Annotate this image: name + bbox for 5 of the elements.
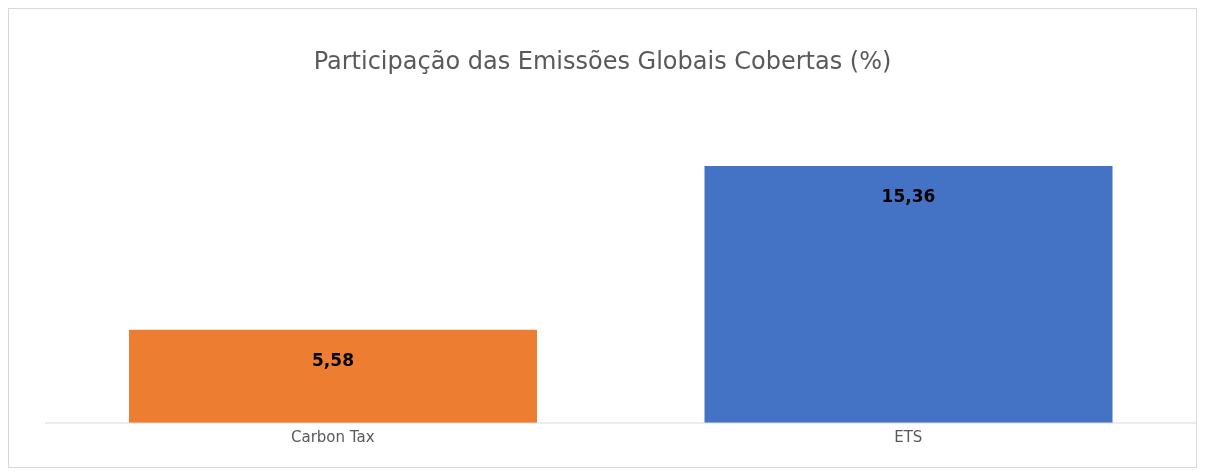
data-label: 5,58 — [312, 349, 354, 370]
x-tick-label: ETS — [894, 427, 923, 446]
x-tick-label: Carbon Tax — [290, 427, 375, 446]
chart-title: Participação das Emissões Globais Cobertas (%) — [312, 47, 893, 75]
data-label: 15,36 — [881, 186, 936, 207]
